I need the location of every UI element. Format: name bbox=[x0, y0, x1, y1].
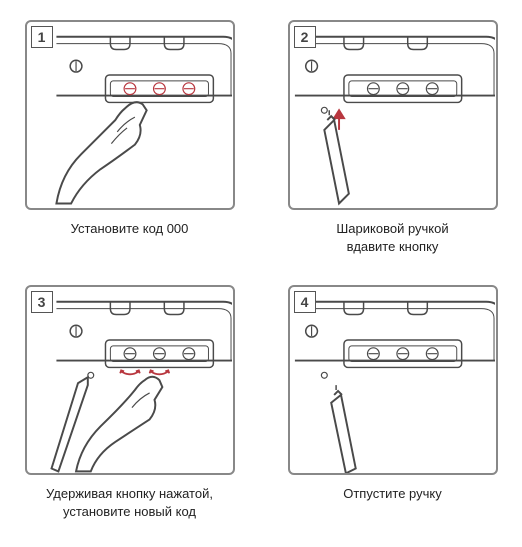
panel-3: 3 bbox=[25, 285, 235, 475]
step-1: 1 bbox=[18, 20, 241, 255]
panel-4: 4 bbox=[288, 285, 498, 475]
step-3: 3 bbox=[18, 285, 241, 520]
caption-4: Отпустите ручку bbox=[343, 485, 442, 503]
instructions-grid: 1 bbox=[18, 20, 504, 520]
panel-1: 1 bbox=[25, 20, 235, 210]
step-2: 2 bbox=[281, 20, 504, 255]
illustration-release-pen bbox=[290, 287, 496, 473]
illustration-press-with-pen bbox=[290, 22, 496, 208]
caption-1: Установите код 000 bbox=[71, 220, 189, 238]
caption-2: Шариковой ручкойвдавите кнопку bbox=[336, 220, 448, 255]
caption-3: Удерживая кнопку нажатой,установите новы… bbox=[46, 485, 213, 520]
step-number-badge: 1 bbox=[31, 26, 53, 48]
step-4: 4 bbox=[281, 285, 504, 520]
illustration-hold-and-set bbox=[27, 287, 233, 473]
step-number-badge: 2 bbox=[294, 26, 316, 48]
panel-2: 2 bbox=[288, 20, 498, 210]
illustration-set-000 bbox=[27, 22, 233, 208]
step-number-badge: 3 bbox=[31, 291, 53, 313]
step-number-badge: 4 bbox=[294, 291, 316, 313]
